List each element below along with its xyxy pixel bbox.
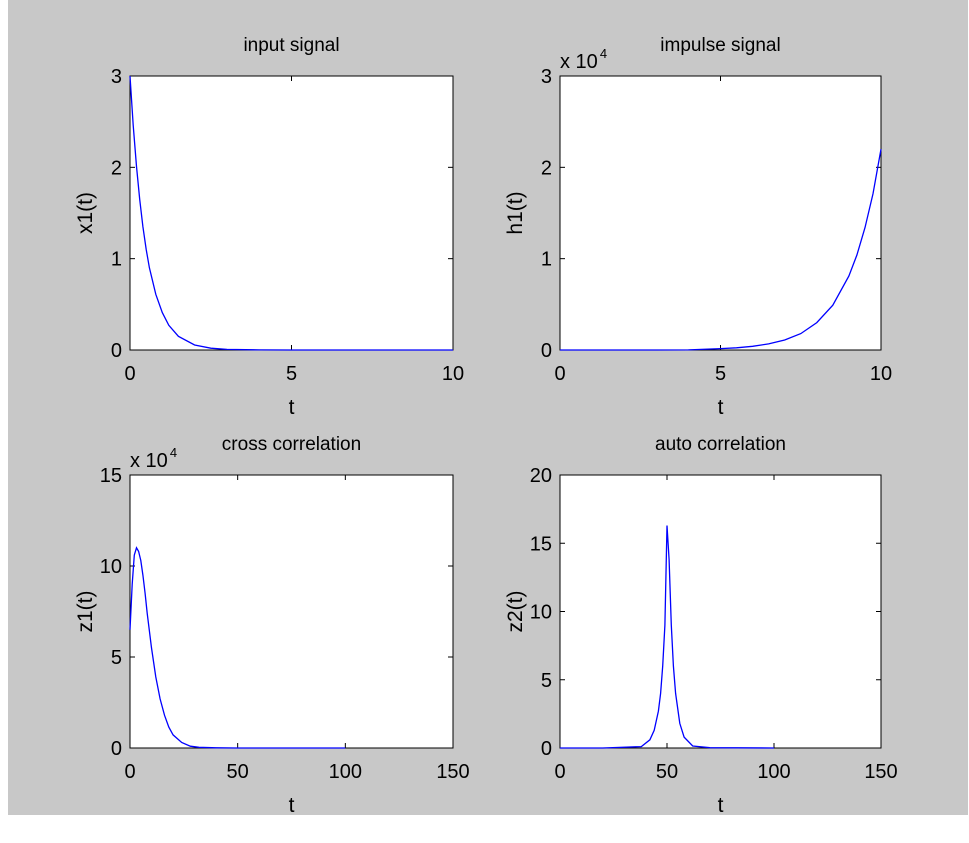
y-tick-label: 15 [530,533,552,555]
x-tick-label: 100 [329,761,362,783]
y-tick-label: 5 [111,647,122,669]
series-line-1 [560,148,882,351]
x-tick-label: 100 [757,761,790,783]
subplot-3: 0 50 100 150 0 5 10 15 cross correlation t z1(t) x … [74,434,470,817]
y-axis-label: z1(t) [74,591,97,633]
plot-area [559,75,882,351]
plot-area [129,75,454,351]
chart-title: cross correlation [222,434,361,455]
y-tick-label: 2 [541,157,552,179]
subplot-4: 0 50 100 150 0 5 10 15 20 auto correlation t z2(t) [504,434,898,817]
y-tick-label: 5 [541,670,552,692]
y-axis-label: x1(t) [74,192,97,234]
x-axis-label: t [289,794,295,817]
series-line-1 [129,75,453,351]
axis-multiplier-exponent: 4 [600,46,607,61]
x-tick-label: 0 [124,761,135,783]
x-tick-label: 0 [554,761,565,783]
y-tick-label: 10 [530,602,552,624]
plot-area [559,474,882,749]
y-tick-label: 20 [530,465,552,487]
x-tick-label: 150 [864,761,897,783]
y-axis-label: h1(t) [504,191,527,234]
x-tick-label: 0 [124,363,135,385]
y-tick-label: 2 [111,157,122,179]
y-tick-label: 3 [541,66,552,88]
axis-multiplier: x 10 [130,450,168,472]
y-tick-label: 1 [111,249,122,271]
x-tick-label: 150 [436,761,469,783]
x-tick-label: 50 [656,761,678,783]
y-tick-label: 0 [541,738,552,760]
plot-area [129,474,454,749]
y-tick-label: 15 [100,465,122,487]
axis-multiplier: x 10 [560,51,598,73]
x-axis-label: t [289,396,295,419]
y-tick-label: 0 [111,340,122,362]
x-tick-label: 0 [554,363,565,385]
x-axis-label: t [718,396,724,419]
chart-title: input signal [243,35,339,56]
y-tick-label: 0 [541,340,552,362]
x-tick-label: 50 [227,761,249,783]
axis-multiplier-exponent: 4 [170,445,177,460]
series-line-1 [129,546,346,749]
chart-title: auto correlation [655,434,786,455]
subplot-2: 0 5 10 0 1 2 3 impulse signal t h1(t) x 10 4 [504,35,892,419]
chart-title: impulse signal [660,35,780,56]
series-line-1 [560,525,775,749]
y-tick-label: 1 [541,249,552,271]
y-axis-label: z2(t) [504,591,527,633]
y-tick-label: 0 [111,738,122,760]
x-tick-label: 5 [715,363,726,385]
x-tick-label: 5 [286,363,297,385]
x-tick-label: 10 [442,363,464,385]
subplot-1: 0 5 10 0 1 2 3 input signal t x1(t) [74,35,464,419]
y-tick-label: 10 [100,556,122,578]
x-axis-label: t [718,794,724,817]
x-tick-label: 10 [870,363,892,385]
y-tick-label: 3 [111,66,122,88]
